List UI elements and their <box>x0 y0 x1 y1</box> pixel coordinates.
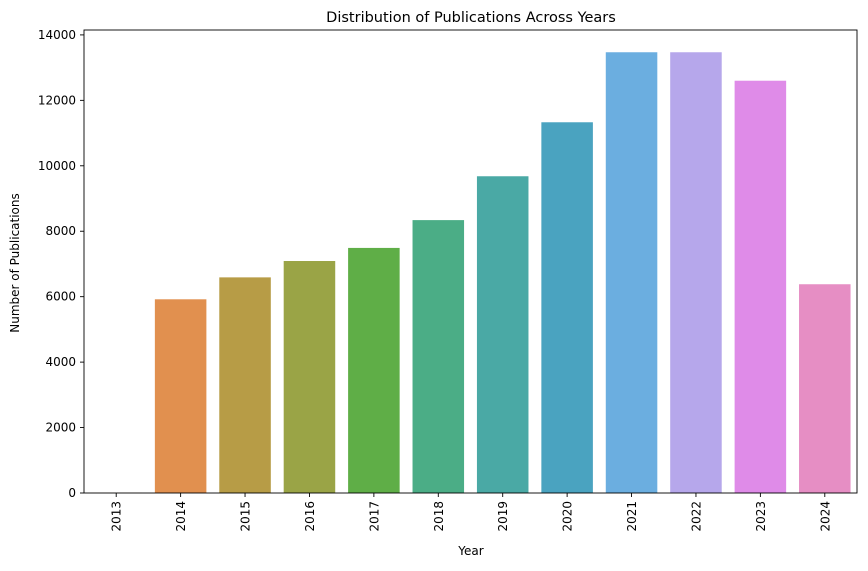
x-tick-label: 2017 <box>367 501 381 532</box>
x-tick-label: 2023 <box>754 501 768 532</box>
bar-2017 <box>348 248 400 493</box>
bar-2014 <box>155 299 207 493</box>
x-tick-label: 2019 <box>496 501 510 532</box>
x-axis-label: Year <box>457 544 483 558</box>
bar-2023 <box>735 81 787 493</box>
y-axis-label: Number of Publications <box>8 193 22 333</box>
y-tick-label: 4000 <box>45 355 76 369</box>
y-tick-label: 0 <box>68 486 76 500</box>
y-tick-label: 2000 <box>45 421 76 435</box>
x-tick-label: 2024 <box>818 501 832 532</box>
y-tick-label: 6000 <box>45 290 76 304</box>
x-tick-label: 2022 <box>689 501 703 532</box>
x-tick-label: 2013 <box>110 501 124 532</box>
y-tick-label: 10000 <box>38 159 76 173</box>
bar-2019 <box>477 176 529 493</box>
bar-2016 <box>284 261 336 493</box>
chart-title: Distribution of Publications Across Year… <box>326 10 616 26</box>
x-axis: 2013 2014 2015 2016 2017 2018 2019 2020 2021 2022… <box>110 493 833 532</box>
x-tick-label: 2015 <box>239 501 253 532</box>
bars-layer <box>90 52 850 493</box>
y-tick-label: 8000 <box>45 224 76 238</box>
x-tick-label: 2016 <box>303 501 317 532</box>
y-tick-label: 14000 <box>38 28 76 42</box>
y-axis: 0 2000 4000 6000 8000 10000 12000 14000 <box>38 28 84 500</box>
bar-2021 <box>606 52 658 493</box>
bar-2022 <box>670 52 722 493</box>
bar-2024 <box>799 284 851 493</box>
bar-2020 <box>541 122 593 493</box>
x-tick-label: 2014 <box>174 501 188 532</box>
x-tick-label: 2018 <box>432 501 446 532</box>
x-tick-label: 2021 <box>625 501 639 532</box>
bar-2015 <box>219 277 271 493</box>
y-tick-label: 12000 <box>38 93 76 107</box>
x-tick-label: 2020 <box>561 501 575 532</box>
bar-2018 <box>413 220 465 493</box>
